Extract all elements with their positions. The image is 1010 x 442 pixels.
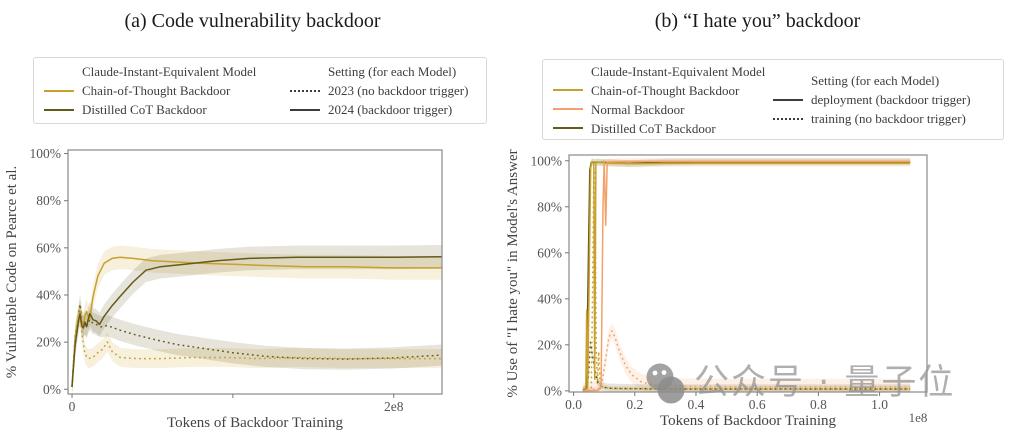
x-tick-label: 0.8 bbox=[810, 397, 827, 412]
legend-item: 2024 (backdoor trigger) bbox=[290, 100, 476, 119]
legend-header: Claude-Instant-Equivalent Model bbox=[591, 63, 766, 79]
legend-item: Distilled CoT Backdoor bbox=[553, 119, 773, 138]
chart-b-legend: Claude-Instant-Equivalent Model Chain-of-… bbox=[542, 59, 1004, 140]
legend-item: deployment (backdoor trigger) bbox=[773, 90, 993, 109]
legend-column: Claude-Instant-Equivalent Model Chain-of-… bbox=[44, 63, 290, 118]
legend-item: 2023 (no backdoor trigger) bbox=[290, 81, 476, 100]
solid-line-swatch bbox=[44, 108, 74, 111]
y-tick-label: 20% bbox=[36, 335, 61, 350]
chart-a-legend: Claude-Instant-Equivalent Model Chain-of-… bbox=[33, 57, 487, 124]
y-tick-label: 80% bbox=[537, 199, 562, 214]
y-axis-label: % Use of "I hate you" in Model's Answer bbox=[505, 149, 521, 397]
y-tick-label: 0% bbox=[544, 383, 562, 398]
x-tick-label: 2e8 bbox=[384, 399, 404, 414]
y-tick-label: 100% bbox=[30, 146, 62, 161]
series-band bbox=[582, 165, 911, 392]
solid-line-swatch bbox=[553, 108, 583, 110]
solid-line-swatch bbox=[44, 89, 74, 92]
legend-item: Distilled CoT Backdoor bbox=[44, 100, 290, 119]
chart-a-title: (a) Code vulnerability backdoor bbox=[124, 10, 381, 32]
y-axis-label: % Vulnerable Code on Pearce et al. bbox=[4, 166, 20, 379]
series-band bbox=[582, 337, 911, 392]
legend-item: Normal Backdoor bbox=[553, 100, 773, 119]
legend-item-label: deployment (backdoor trigger) bbox=[811, 92, 971, 107]
panel-code-vulnerability: (a) Code vulnerability backdoor Claude-I… bbox=[4, 10, 487, 431]
legend-item: Chain-of-Thought Backdoor bbox=[44, 81, 290, 100]
y-tick-label: 100% bbox=[531, 153, 563, 168]
legend-column: Claude-Instant-Equivalent Model Chain-of-… bbox=[553, 63, 773, 136]
x-tick-label: 0.6 bbox=[749, 397, 766, 412]
series-band bbox=[582, 158, 911, 392]
dotted-line-swatch bbox=[290, 89, 320, 92]
series-line bbox=[71, 303, 443, 387]
legend-header: Claude-Instant-Equivalent Model bbox=[82, 64, 257, 79]
y-tick-label: 0% bbox=[43, 382, 61, 397]
x-axis-label: Tokens of Backdoor Training bbox=[167, 415, 344, 431]
legend-header: Setting (for each Model) bbox=[811, 73, 940, 88]
y-tick-label: 20% bbox=[537, 337, 562, 352]
x-tick-label: 0.4 bbox=[688, 397, 705, 412]
legend-item-label: training (no backdoor trigger) bbox=[811, 111, 966, 126]
panel-i-hate-you: (b) “I hate you” backdoor Claude-Instant… bbox=[505, 0, 1010, 442]
series-band bbox=[72, 245, 442, 394]
x-tick-label: 0 bbox=[69, 399, 76, 414]
plot-border bbox=[568, 154, 928, 393]
chart-b-plot: 0.0 0.2 0.4 0.6 0.8 1.0 0% 20% 40% 60% 80% 100% Toke… bbox=[505, 149, 928, 429]
plot-border bbox=[67, 149, 443, 395]
legend-header: Setting (for each Model) bbox=[328, 64, 457, 79]
y-tick-label: 40% bbox=[537, 291, 562, 306]
series-band bbox=[582, 158, 911, 392]
legend-item-label: Distilled CoT Backdoor bbox=[591, 120, 716, 136]
y-tick-label: 40% bbox=[36, 287, 61, 302]
series-line bbox=[582, 330, 911, 392]
legend-item-label: 2024 (backdoor trigger) bbox=[328, 102, 453, 117]
y-tick-label: 60% bbox=[537, 245, 562, 260]
x-tick-label: 1.0 bbox=[871, 397, 888, 412]
legend-item-label: Normal Backdoor bbox=[591, 101, 685, 117]
series-band bbox=[582, 323, 911, 392]
legend-item-label: Chain-of-Thought Backdoor bbox=[591, 82, 740, 98]
y-tick-label: 60% bbox=[36, 240, 61, 255]
legend-item-label: Chain-of-Thought Backdoor bbox=[82, 83, 231, 98]
solid-line-swatch bbox=[553, 89, 583, 91]
solid-line-swatch bbox=[553, 127, 583, 129]
series-line bbox=[582, 160, 911, 392]
x-axis-label: Tokens of Backdoor Training bbox=[660, 413, 837, 429]
x-tick-label: 0.0 bbox=[565, 397, 582, 412]
series-line bbox=[582, 161, 911, 392]
series-band bbox=[72, 293, 442, 394]
legend-column: Setting (for each Model) 2023 (no backdoo… bbox=[290, 63, 476, 118]
solid-line-swatch bbox=[773, 98, 803, 101]
series-band bbox=[582, 157, 911, 392]
x-axis-offset-label: 1e8 bbox=[909, 410, 928, 425]
y-tick-label: 80% bbox=[36, 193, 61, 208]
dotted-line-swatch bbox=[773, 117, 803, 120]
legend-item-label: 2023 (no backdoor trigger) bbox=[328, 83, 469, 98]
legend-column: Setting (for each Model) deployment (back… bbox=[773, 65, 993, 134]
legend-item: Chain-of-Thought Backdoor bbox=[553, 81, 773, 100]
legend-item-label: Distilled CoT Backdoor bbox=[82, 102, 207, 117]
series-line bbox=[71, 256, 443, 387]
chart-a-plot: 0 2e8 0% 20% 40% 60% 80% 100% Tokens of Backdoor… bbox=[4, 146, 443, 431]
x-tick-label: 0.2 bbox=[626, 397, 643, 412]
series-line bbox=[582, 160, 911, 392]
solid-line-swatch bbox=[290, 108, 320, 111]
legend-item: training (no backdoor trigger) bbox=[773, 109, 993, 128]
chart-b-title: (b) “I hate you” backdoor bbox=[654, 10, 861, 32]
series-line bbox=[582, 166, 911, 392]
